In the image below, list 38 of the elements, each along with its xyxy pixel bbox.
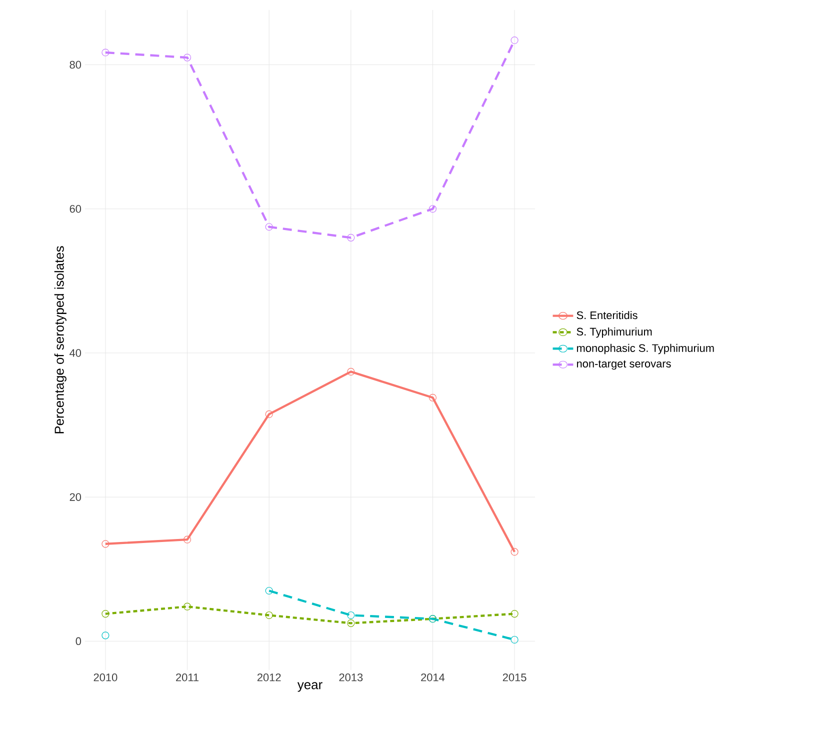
y-tick-label: 0 — [76, 637, 82, 646]
x-tick-label: 2013 — [339, 674, 363, 682]
x-axis-title: year — [297, 682, 322, 692]
legend-label: S. Enteritidis — [576, 311, 638, 320]
point — [102, 540, 110, 548]
point — [183, 54, 192, 62]
point — [510, 636, 518, 644]
point — [347, 611, 355, 620]
point — [510, 548, 518, 556]
legend-label: S. Typhimurium — [576, 328, 652, 338]
point — [265, 410, 273, 418]
y-axis-title: Percentage of serotyped isolates — [54, 246, 66, 434]
x-tick-label: 2010 — [94, 674, 118, 682]
y-tick-label: 20 — [70, 493, 82, 501]
point — [183, 536, 192, 544]
x-tick-label: 2014 — [421, 674, 445, 682]
y-tick-label: 80 — [70, 60, 82, 69]
point — [347, 234, 355, 242]
y-tick-label: 60 — [70, 204, 82, 213]
point — [428, 394, 437, 402]
point — [510, 36, 518, 44]
point — [183, 602, 192, 610]
point — [347, 368, 355, 376]
point — [265, 223, 273, 231]
point — [102, 610, 110, 618]
point — [347, 619, 355, 627]
point — [265, 611, 273, 620]
point — [510, 610, 518, 618]
point — [102, 48, 110, 56]
x-tick-label: 2015 — [502, 674, 526, 682]
legend-label: non-target serovars — [577, 360, 671, 370]
y-tick-label: 40 — [70, 349, 82, 357]
point — [102, 632, 110, 640]
point — [265, 586, 273, 595]
x-tick-label: 2012 — [257, 674, 281, 682]
point — [428, 205, 437, 213]
legend-label: monophasic S. Typhimurium — [577, 344, 714, 354]
x-tick-label: 2011 — [176, 674, 199, 682]
